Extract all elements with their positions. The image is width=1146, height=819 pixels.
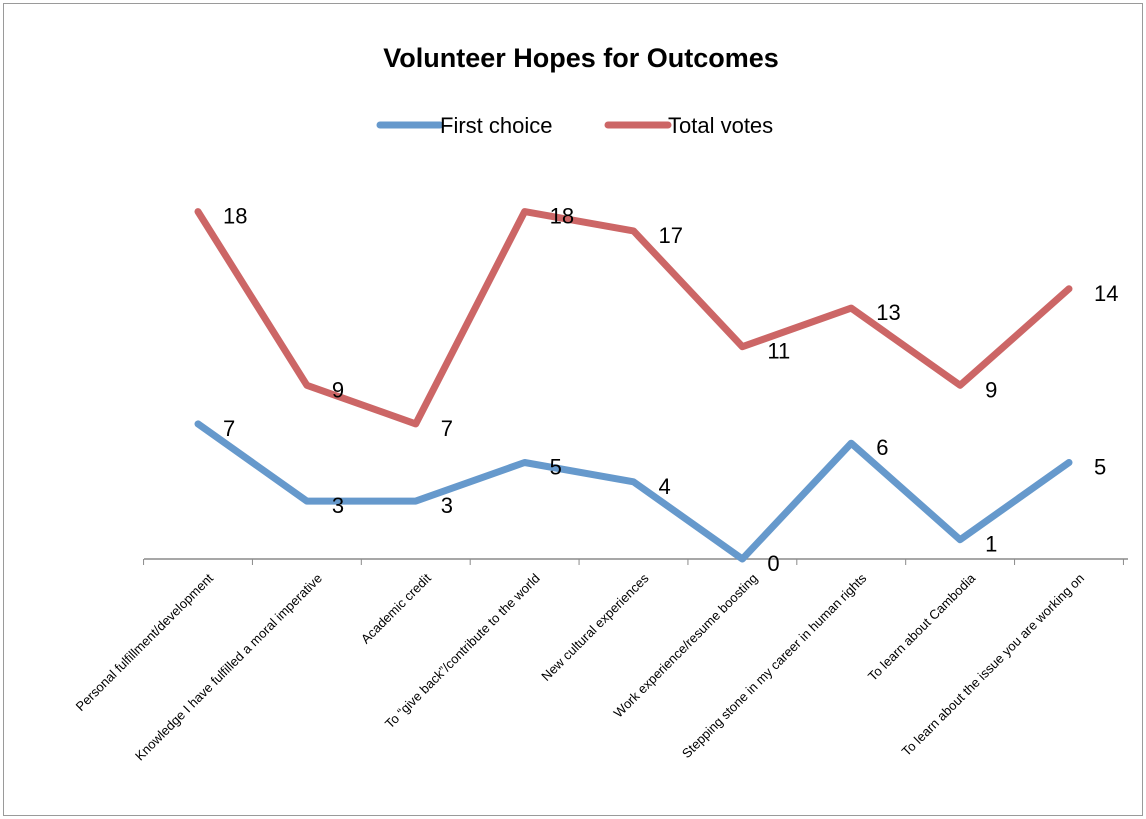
data-label: 11 (767, 339, 790, 364)
data-label: 7 (441, 416, 453, 441)
data-label: 14 (1094, 281, 1118, 306)
chart-title: Volunteer Hopes for Outcomes (383, 43, 779, 73)
line-chart: Volunteer Hopes for Outcomes First choic… (73, 43, 1128, 764)
data-label: 17 (659, 223, 683, 248)
chart-frame: Volunteer Hopes for Outcomes First choic… (3, 3, 1143, 816)
x-tick-label: Knowledge I have fulfilled a moral imper… (132, 571, 325, 764)
series-line-total-votes (194, 208, 1073, 428)
x-axis-ticks: Personal fulfillment/developmentKnowledg… (73, 559, 1124, 764)
data-label: 7 (223, 416, 235, 441)
x-tick-label: To learn about the issue you are working… (899, 571, 1087, 759)
data-label: 5 (550, 455, 562, 480)
data-label: 9 (332, 377, 344, 402)
series-lines (194, 208, 1073, 563)
data-label: 6 (876, 435, 888, 460)
legend-label-total-votes: Total votes (668, 113, 773, 138)
data-label: 13 (876, 300, 900, 325)
x-tick-label: Stepping stone in my career in human rig… (679, 570, 870, 761)
x-tick-label: New cultural experiences (538, 570, 652, 684)
x-tick-label: Academic credit (358, 570, 434, 646)
data-label: 1 (985, 532, 997, 557)
data-label: 18 (223, 204, 247, 229)
series-line-first-choice (194, 420, 1073, 563)
data-label: 9 (985, 377, 997, 402)
data-labels: 7 3 3 5 4 0 6 1 5 18 9 7 18 17 11 13 9 14 (223, 204, 1118, 576)
data-label: 3 (441, 493, 453, 518)
data-label: 3 (332, 493, 344, 518)
data-label: 0 (767, 551, 779, 576)
legend: First choice Total votes (376, 113, 773, 138)
x-tick-label: To learn about Cambodia (865, 570, 979, 684)
data-label: 4 (659, 474, 671, 499)
data-label: 5 (1094, 455, 1106, 480)
legend-label-first-choice: First choice (440, 113, 552, 138)
data-label: 18 (550, 204, 574, 229)
